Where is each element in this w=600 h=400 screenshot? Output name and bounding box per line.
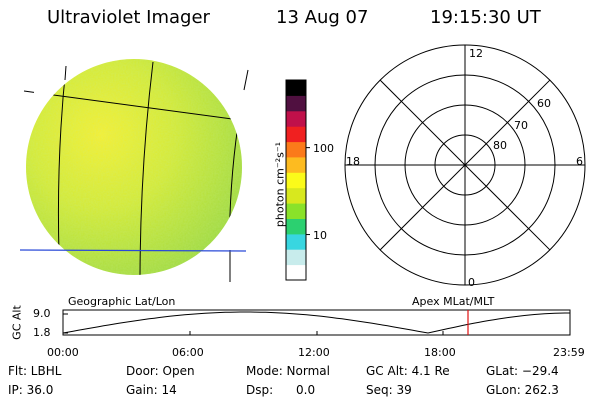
altitude-plot <box>62 309 571 336</box>
polar-plot <box>344 44 586 286</box>
filter-value: Flt: LBHL <box>8 364 62 378</box>
altitude-xtick: 12:00 <box>298 346 330 359</box>
sequence-value: Seq: 39 <box>366 383 412 397</box>
door-status: Door: Open <box>126 364 195 378</box>
colorbar-segment <box>286 218 306 235</box>
colorbar-segment <box>286 249 306 266</box>
mlt-label-18: 18 <box>346 155 360 168</box>
mlat-label-70: 70 <box>514 119 528 132</box>
longitude-line <box>139 61 154 275</box>
geo-latitude-value: GLat: −29.4 <box>486 364 559 378</box>
altitude-xtick: 23:59 <box>553 346 585 359</box>
altitude-ytick: 1.8 <box>33 326 51 339</box>
mlt-label-6: 6 <box>576 155 583 168</box>
gain-value: Gain: 14 <box>126 383 177 397</box>
geographic-label: Geographic Lat/Lon <box>68 295 176 308</box>
equator-line <box>19 249 247 252</box>
altitude-xtick: 18:00 <box>424 346 456 359</box>
ip-value: IP: 36.0 <box>8 383 54 397</box>
mlat-label-60: 60 <box>537 97 551 110</box>
altitude-xtick: 06:00 <box>172 346 204 359</box>
date-label: 13 Aug 07 <box>276 7 369 28</box>
colorbar-segment <box>286 95 306 112</box>
geo-longitude-value: GLon: 262.3 <box>486 383 559 397</box>
colorbar-segment <box>286 172 306 189</box>
colorbar-segment <box>286 264 306 281</box>
apex-label: Apex MLat/MLT <box>412 295 495 308</box>
colorbar-tick-label: 10 <box>313 229 327 242</box>
uv-image <box>19 59 249 282</box>
mode-value: Mode: Normal <box>246 364 330 378</box>
colorbar-segment <box>286 187 306 204</box>
altitude-ytick: 9.0 <box>33 307 51 320</box>
colorbar <box>285 79 310 281</box>
polar-diagonal <box>379 79 551 251</box>
colorbar-segment <box>286 126 306 143</box>
mlt-label-12: 12 <box>469 47 483 60</box>
latitude-line <box>26 90 241 121</box>
colorbar-segment <box>286 110 306 127</box>
mlat-label-80: 80 <box>493 139 507 152</box>
colorbar-segment <box>286 156 306 173</box>
altitude-ylabel: GC Alt <box>10 305 24 340</box>
time-label: 19:15:30 UT <box>430 7 541 28</box>
dsp-value: Dsp: 0.0 <box>246 383 316 397</box>
altitude-xtick: 00:00 <box>47 346 79 359</box>
instrument-title: Ultraviolet Imager <box>47 7 210 28</box>
colorbar-segment <box>286 141 306 158</box>
colorbar-segment <box>286 80 306 96</box>
colorbar-segment <box>286 233 306 250</box>
colorbar-tick-label: 100 <box>313 142 334 155</box>
colorbar-segment <box>286 203 306 219</box>
colorbar-unit-label: photon cm⁻²s⁻¹ <box>273 141 287 228</box>
mlt-label-0: 0 <box>468 276 475 289</box>
gc-altitude-value: GC Alt: 4.1 Re <box>366 364 450 378</box>
altitude-curve <box>62 311 570 334</box>
